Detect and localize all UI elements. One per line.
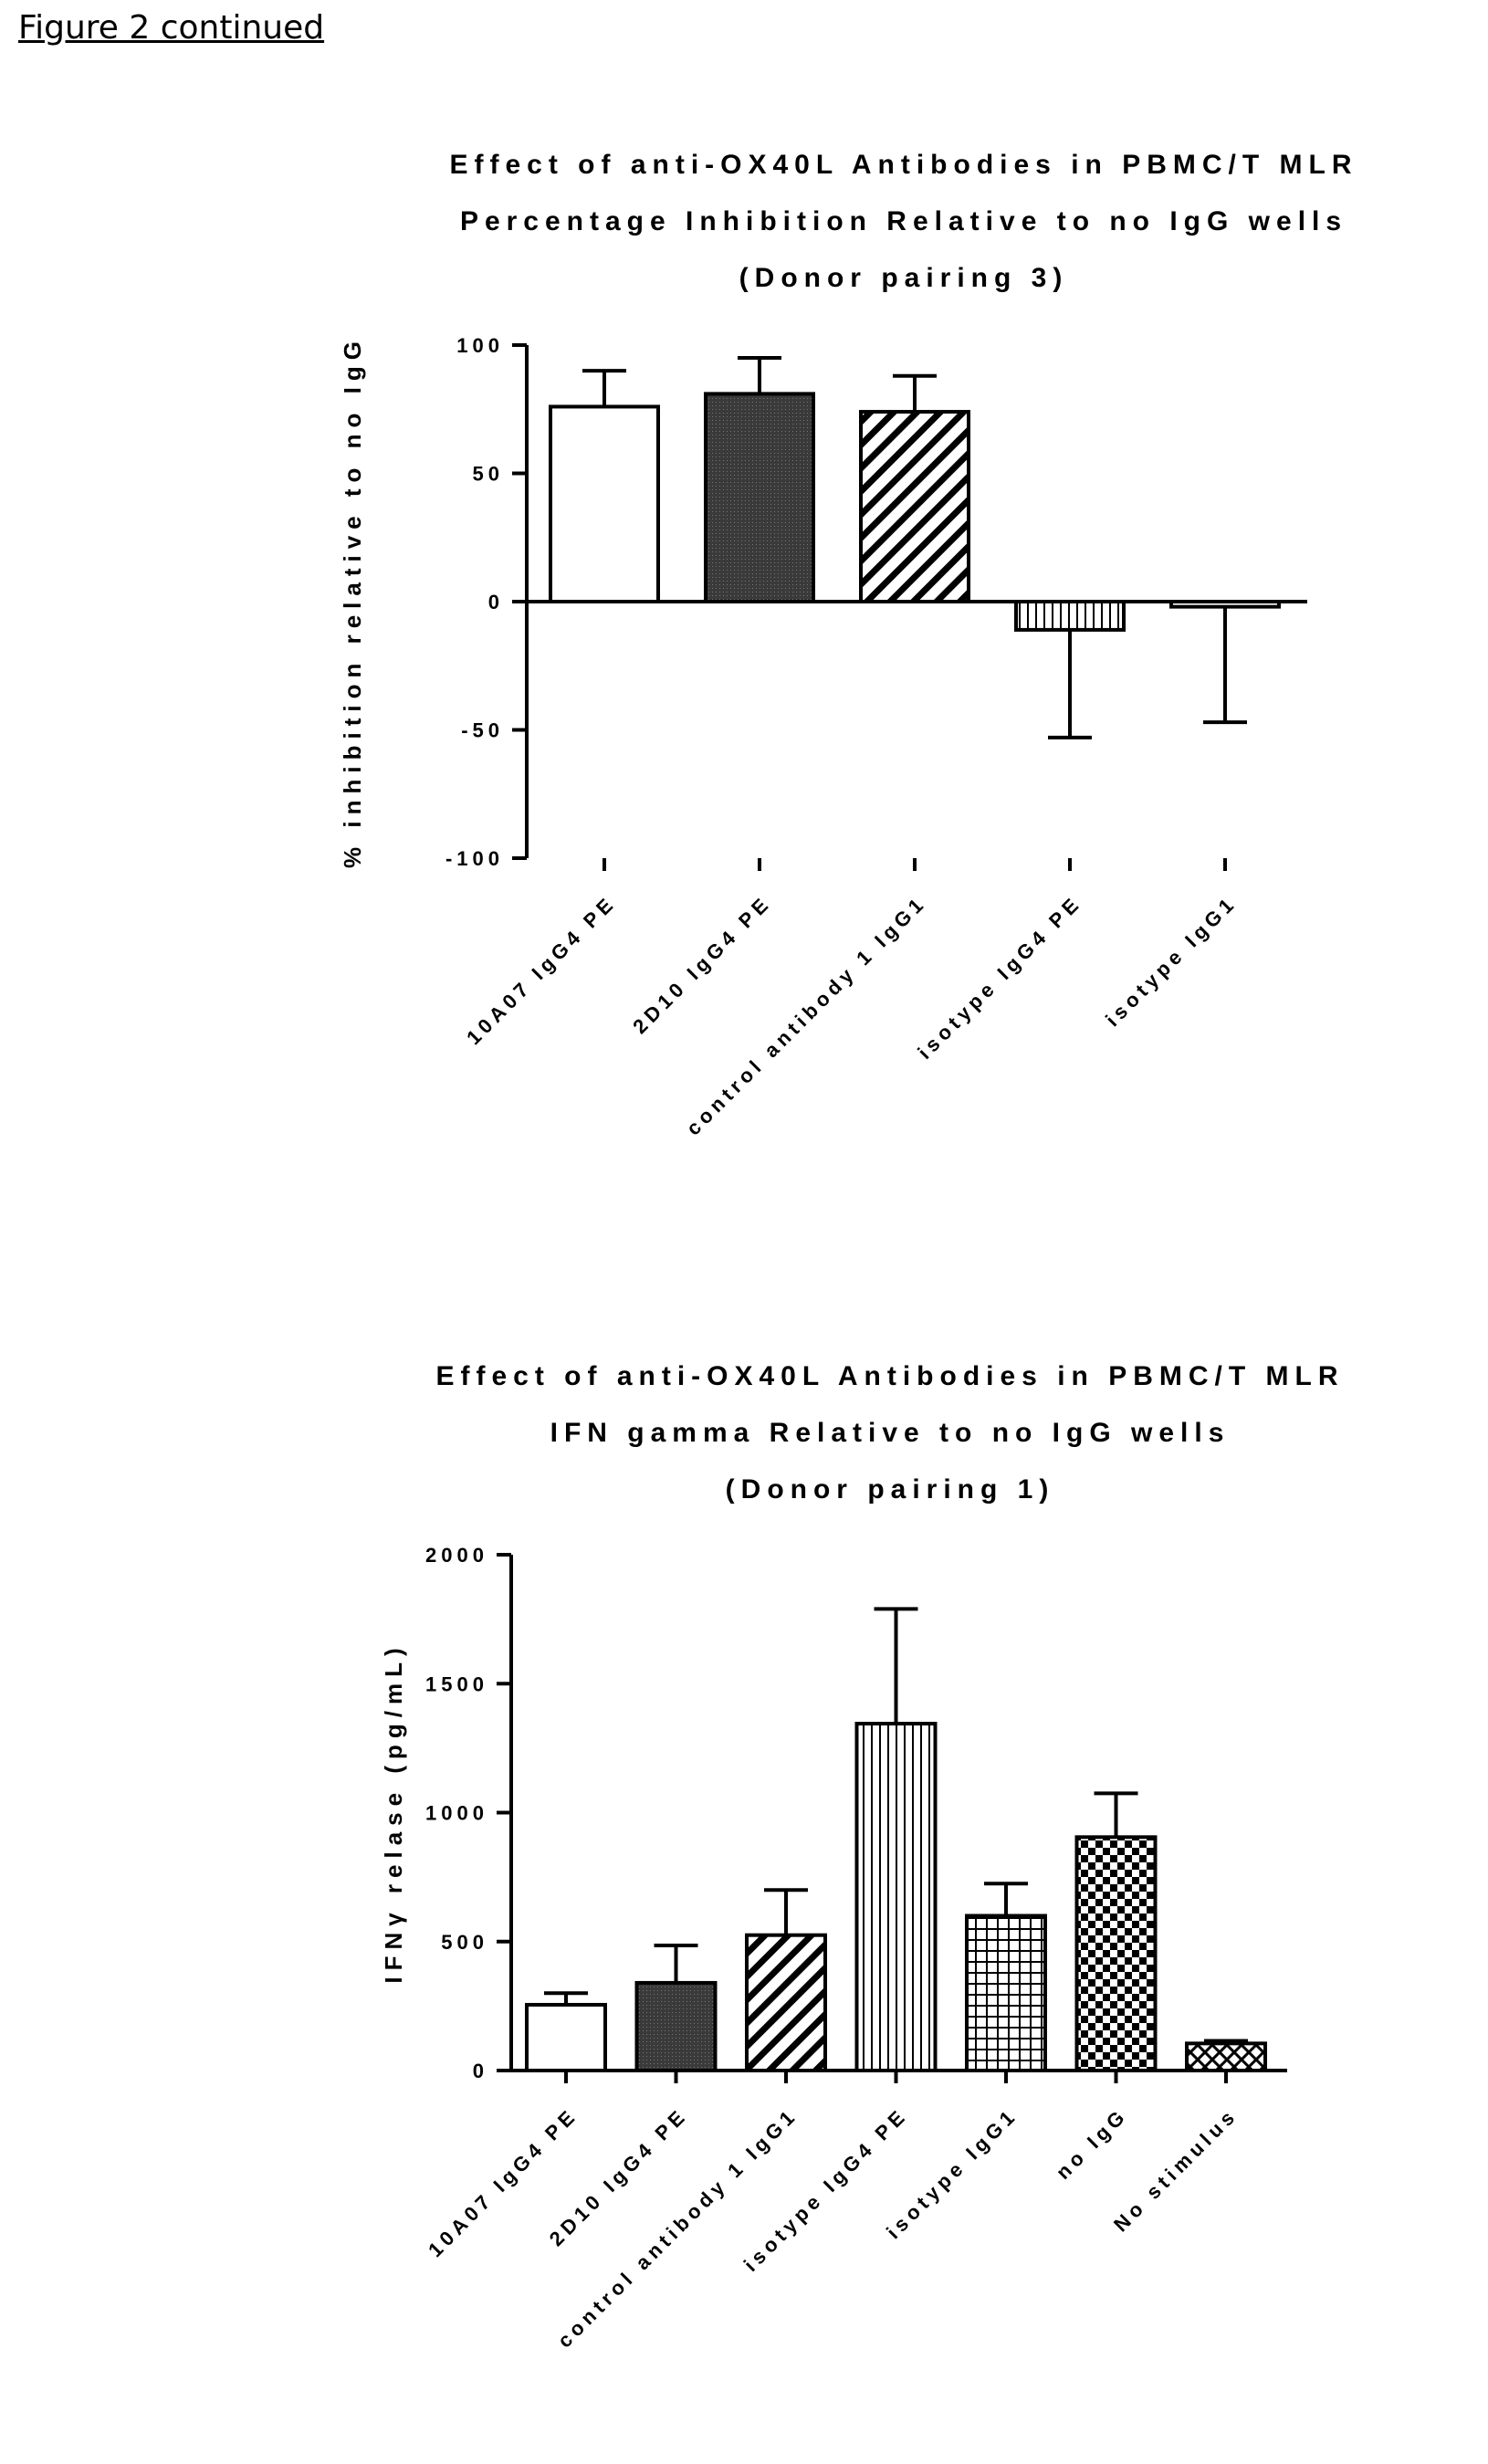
- inhibition-chart: Effect of anti-OX40L Antibodies in PBMC/…: [339, 150, 1357, 1140]
- bar: [634, 1980, 718, 2072]
- y-tick-label: 0: [473, 2060, 488, 2082]
- y-tick-label: -50: [461, 719, 504, 742]
- y-tick-label: 50: [473, 463, 504, 486]
- y-tick-label: 1500: [425, 1672, 488, 1695]
- y-tick-label: 500: [441, 1931, 488, 1954]
- chart-title-line-1: Effect of anti-OX40L Antibodies in PBMC/…: [449, 150, 1357, 180]
- bar: [704, 392, 815, 604]
- bar: [854, 1722, 938, 2072]
- bar: [525, 2002, 607, 2072]
- y-tick-label: -100: [445, 847, 504, 870]
- y-axis-label: % inhibition relative to no IgG: [339, 335, 366, 868]
- x-category-label: 2D10 IgG4 PE: [628, 891, 775, 1038]
- y-axis-label: IFNγ relase (pg/mL): [380, 1641, 407, 1983]
- y-tick-label: 1000: [425, 1802, 488, 1825]
- bar: [549, 404, 660, 603]
- y-tick-label: 100: [456, 334, 504, 357]
- bar: [1185, 2041, 1267, 2072]
- bar: [1169, 600, 1281, 609]
- ifn-gamma-chart: Effect of anti-OX40L Antibodies in PBMC/…: [380, 1361, 1344, 2353]
- x-category-label: control antibody 1 IgG1: [553, 2103, 802, 2353]
- bar: [745, 1933, 827, 2072]
- chart-title-line-2: IFN gamma Relative to no IgG wells: [550, 1418, 1231, 1448]
- x-category-label: 10A07 IgG4 PE: [462, 891, 620, 1049]
- chart-title-line-3: (Donor pairing 3): [739, 263, 1069, 293]
- y-tick-label: 0: [488, 591, 504, 613]
- bar: [859, 410, 970, 603]
- y-tick-label: 2000: [425, 1544, 488, 1567]
- chart-title-line-3: (Donor pairing 1): [726, 1474, 1055, 1505]
- x-category-label: No stimulus: [1109, 2103, 1242, 2237]
- x-category-label: isotype IgG4 PE: [913, 891, 1085, 1064]
- x-category-label: control antibody 1 IgG1: [682, 891, 931, 1140]
- bar: [1074, 1835, 1158, 2073]
- chart-title-line-2: Percentage Inhibition Relative to no IgG…: [460, 206, 1347, 236]
- x-category-label: no IgG: [1052, 2103, 1132, 2184]
- figure-header: Figure 2 continued: [18, 9, 325, 47]
- bar: [965, 1914, 1047, 2072]
- bar: [1014, 600, 1126, 632]
- chart-title-line-1: Effect of anti-OX40L Antibodies in PBMC/…: [435, 1361, 1344, 1391]
- x-category-label: isotype IgG1: [1101, 891, 1241, 1031]
